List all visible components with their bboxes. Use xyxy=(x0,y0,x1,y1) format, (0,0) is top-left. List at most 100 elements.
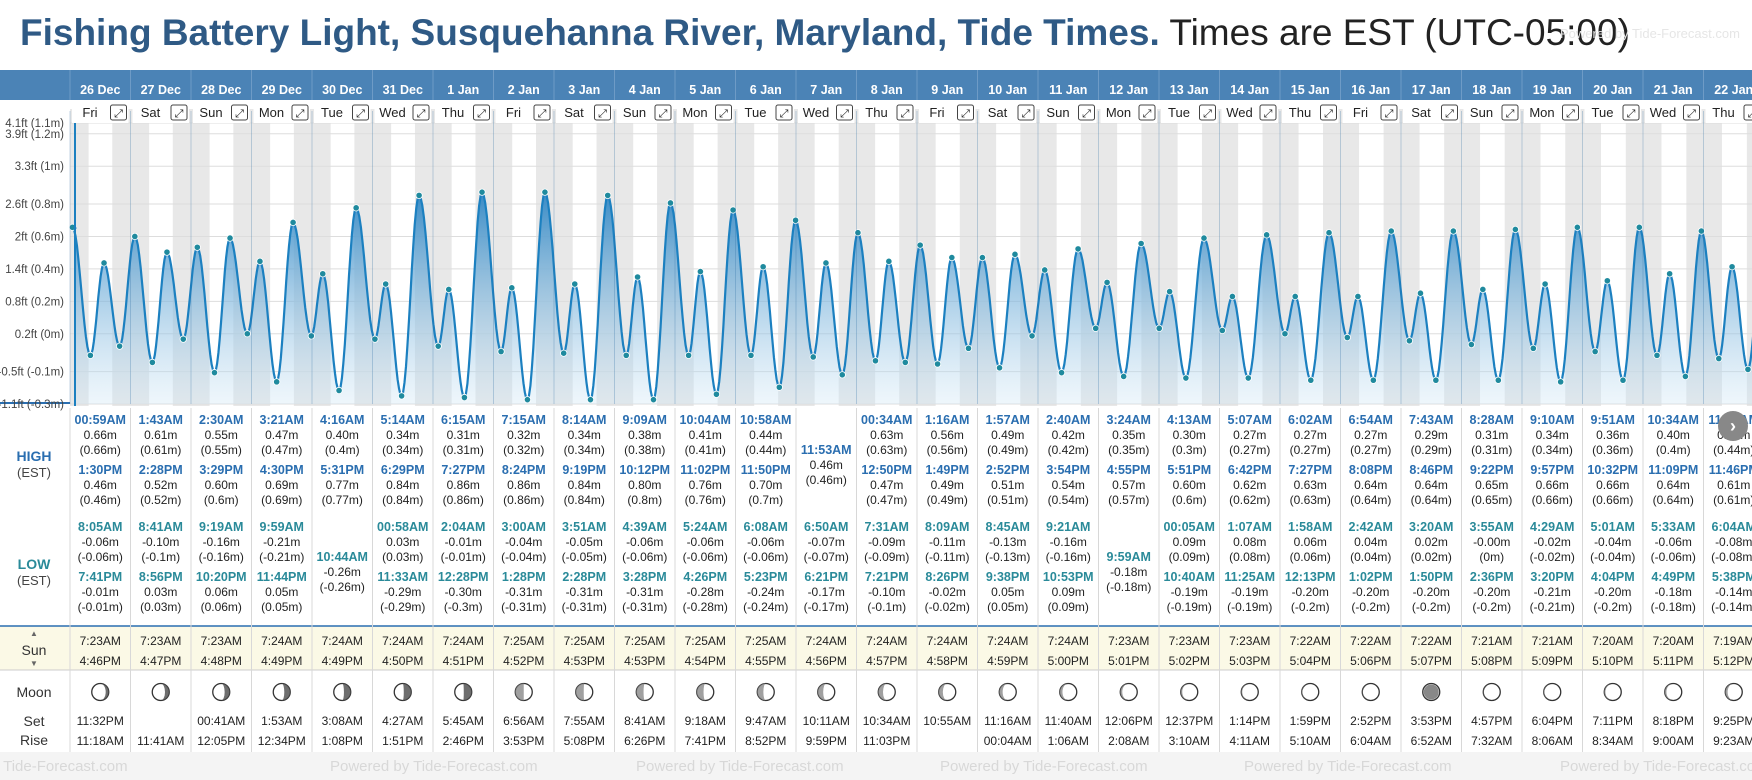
moon-label: Moon xyxy=(16,684,51,700)
high-tide-height-alt: (0.84m) xyxy=(382,493,423,507)
expand-day-button xyxy=(1501,104,1519,121)
footer-watermark: Powered by Tide-Forecast.com xyxy=(330,758,538,775)
high-tide-point xyxy=(193,243,201,251)
low-tide-time: 10:53PM xyxy=(1043,570,1094,584)
expand-icon: ⤢ xyxy=(417,108,426,120)
low-tide-time: 3:20PM xyxy=(1530,570,1574,584)
high-tide-time: 2:28PM xyxy=(139,463,183,477)
moonrise-time: 1:51PM xyxy=(382,734,423,748)
y-tick-label: 4.1ft (1.1m) xyxy=(5,118,64,130)
day-of-week-label: Mon xyxy=(682,105,707,120)
day-date-label: 14 Jan xyxy=(1230,83,1269,97)
high-tide-height-alt: (0.66m) xyxy=(1532,493,1573,507)
day-date-label: 22 Jan xyxy=(1714,83,1752,97)
moonset-time: 10:11AM xyxy=(803,714,850,728)
low-tide-time: 4:26PM xyxy=(683,570,727,584)
y-tick-label: 3.3ft (1m) xyxy=(15,161,64,173)
low-tide-point xyxy=(1092,324,1100,332)
moonrise-label: Rise xyxy=(20,732,48,748)
low-tide-point xyxy=(995,364,1004,372)
high-tide-point xyxy=(1137,239,1145,248)
day-of-week-label: Sun xyxy=(1046,105,1069,120)
low-tide-point xyxy=(809,353,817,361)
high-tide-height: 0.49m xyxy=(991,428,1024,442)
low-tide-point xyxy=(933,360,942,368)
low-tide-height-alt: (-0.18m) xyxy=(1651,600,1696,614)
moonset-time: 4:57PM xyxy=(1471,714,1512,728)
low-tide-height: 0.05m xyxy=(265,585,298,599)
sunrise-time: 7:24AM xyxy=(382,634,423,648)
sun-row-bg xyxy=(0,626,1752,670)
sunset-time: 5:10PM xyxy=(1592,654,1633,668)
low-tide-time: 8:09AM xyxy=(925,520,969,534)
day-date-label: 11 Jan xyxy=(1049,83,1087,97)
moonset-time: 12:06PM xyxy=(1105,714,1153,728)
day-date-label: 18 Jan xyxy=(1472,83,1511,97)
sun-down-icon: ▼ xyxy=(30,659,38,668)
high-tide-time: 5:31PM xyxy=(320,463,364,477)
high-tide-point xyxy=(633,273,642,281)
day-of-week-label: Sun xyxy=(1470,105,1493,120)
y-tick-label: 3.9ft (1.2m) xyxy=(5,129,64,141)
high-tide-height: 0.46m xyxy=(84,478,117,492)
high-tide-height-alt: (0.44m) xyxy=(1713,443,1752,457)
moonrise-time: 9:23AM xyxy=(1713,734,1752,748)
moonset-time: 4:27AM xyxy=(382,714,423,728)
moonset-time: 12:37PM xyxy=(1165,714,1213,728)
night-band xyxy=(1746,109,1752,406)
moon-shadow xyxy=(463,683,472,701)
low-tide-height-alt: (0.05m) xyxy=(987,600,1028,614)
day-of-week-label: Thu xyxy=(442,105,464,120)
high-tide-height-alt: (0.66m) xyxy=(80,443,121,457)
sunset-time: 4:49PM xyxy=(322,654,363,668)
sunset-time: 5:08PM xyxy=(1471,654,1512,668)
moon-shadow xyxy=(938,683,948,701)
high-tide-height: 0.61m xyxy=(1717,478,1750,492)
high-tide-height-alt: (0.49m) xyxy=(987,443,1028,457)
moonrise-time: 00:04AM xyxy=(984,734,1032,748)
low-tide-height: -0.18m xyxy=(1110,565,1147,579)
day-of-week-label: Thu xyxy=(1712,105,1734,120)
expand-icon: ⤢ xyxy=(1627,108,1636,120)
scroll-right-button[interactable]: › xyxy=(1718,411,1748,441)
high-tide-height-alt: (0.4m) xyxy=(1656,443,1691,457)
high-tide-height: 0.64m xyxy=(1657,478,1690,492)
low-tide-point xyxy=(243,330,251,338)
low-tide-point xyxy=(1369,376,1377,384)
expand-icon: ⤢ xyxy=(961,108,970,120)
high-tide-point xyxy=(1603,277,1611,285)
high-tide-height-alt: (0.27m) xyxy=(1290,443,1331,457)
high-tide-height-alt: (0.61m) xyxy=(140,443,181,457)
high-tide-height-alt: (0.36m) xyxy=(1592,443,1633,457)
high-tide-time: 3:21AM xyxy=(260,413,304,427)
day-of-week-label: Wed xyxy=(379,105,406,120)
moonrise-time: 6:04AM xyxy=(1350,734,1391,748)
low-tide-height-alt: (0.09m) xyxy=(1169,550,1210,564)
expand-day-button xyxy=(1743,104,1752,121)
high-tide-point xyxy=(729,206,737,214)
low-tide-height-alt: (-0.16m) xyxy=(1046,550,1091,564)
low-tide-height-alt: (-0.31m) xyxy=(562,600,607,614)
sunset-time: 5:11PM xyxy=(1653,654,1693,668)
low-tide-height-alt: (-0.1m) xyxy=(141,550,180,564)
moon-shadow xyxy=(1180,683,1190,701)
moon-shadow xyxy=(878,683,887,701)
moonset-time: 11:40AM xyxy=(1045,714,1092,728)
moonset-time: 7:55AM xyxy=(564,714,605,728)
moonrise-time: 8:52PM xyxy=(745,734,786,748)
low-tide-height-alt: (-0.19m) xyxy=(1167,600,1212,614)
low-tide-time: 6:21PM xyxy=(804,570,848,584)
low-tide-point xyxy=(1307,376,1315,384)
moon-shadow xyxy=(342,683,351,701)
low-tide-point xyxy=(1028,332,1036,340)
high-tide-point xyxy=(1728,263,1736,271)
expand-day-button xyxy=(775,104,793,121)
low-tide-time: 6:50AM xyxy=(804,520,848,534)
high-tide-height: 0.36m xyxy=(1596,428,1629,442)
high-tide-height-alt: (0.34m) xyxy=(382,443,423,457)
sunset-time: 4:57PM xyxy=(866,654,907,668)
sunrise-time: 7:24AM xyxy=(443,634,484,648)
high-tide-height: 0.47m xyxy=(265,428,298,442)
sunrise-time: 7:25AM xyxy=(503,634,544,648)
expand-day-button xyxy=(473,104,490,121)
